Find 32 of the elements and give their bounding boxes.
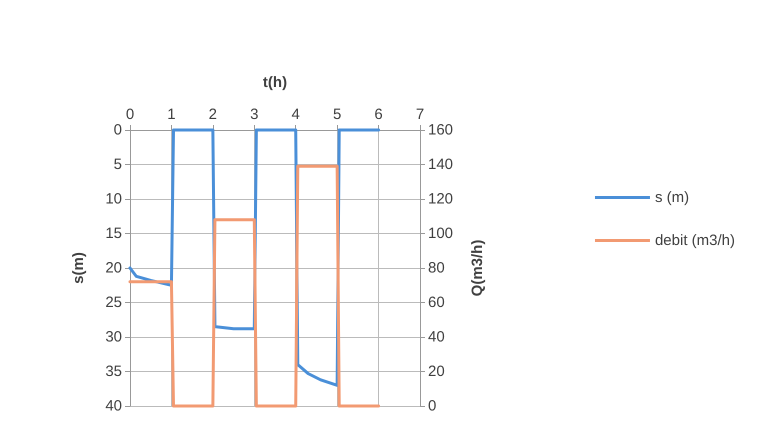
y2-tick-label: 20	[428, 363, 445, 380]
legend-label: debit (m3/h)	[654, 232, 736, 249]
y2-tick-label: 120	[428, 190, 454, 208]
y-tick-label: 10	[105, 190, 122, 208]
y-tick-label: 15	[105, 225, 122, 242]
y2-tick-label: 60	[428, 294, 445, 311]
x-tick-label: 0	[126, 106, 134, 123]
x-tick-label: 2	[208, 106, 218, 123]
y2-axis-title: Q(m3/h)	[469, 240, 486, 296]
y-tick-label: 35	[105, 363, 122, 380]
y-tick-label: 20	[105, 260, 122, 276]
x-axis-title: t(h)	[262, 74, 288, 91]
y-tick-label: 25	[105, 294, 122, 311]
x-tick-label: 7	[416, 106, 424, 123]
legend-label: s (m)	[654, 189, 690, 206]
y2-tick-label: 80	[428, 260, 445, 276]
y-tick-label: 40	[105, 398, 122, 414]
x-tick-label: 4	[292, 106, 300, 123]
y-tick-label: 0	[114, 122, 122, 138]
x-tick-label: 1	[167, 106, 176, 123]
x-tick-label: 3	[250, 106, 258, 123]
y-tick-label: 30	[105, 328, 122, 346]
y2-tick-label: 140	[428, 156, 454, 173]
x-tick-label: 6	[374, 106, 383, 123]
y-axis-title: s(m)	[70, 252, 87, 284]
y2-tick-label: 100	[428, 225, 454, 242]
line-series	[128, 164, 380, 408]
y2-tick-label: 160	[428, 122, 454, 138]
x-tick-label: 5	[332, 106, 342, 123]
y2-tick-label: 40	[428, 328, 445, 346]
y2-tick-label: 0	[428, 398, 436, 414]
y-tick-label: 5	[114, 156, 122, 173]
